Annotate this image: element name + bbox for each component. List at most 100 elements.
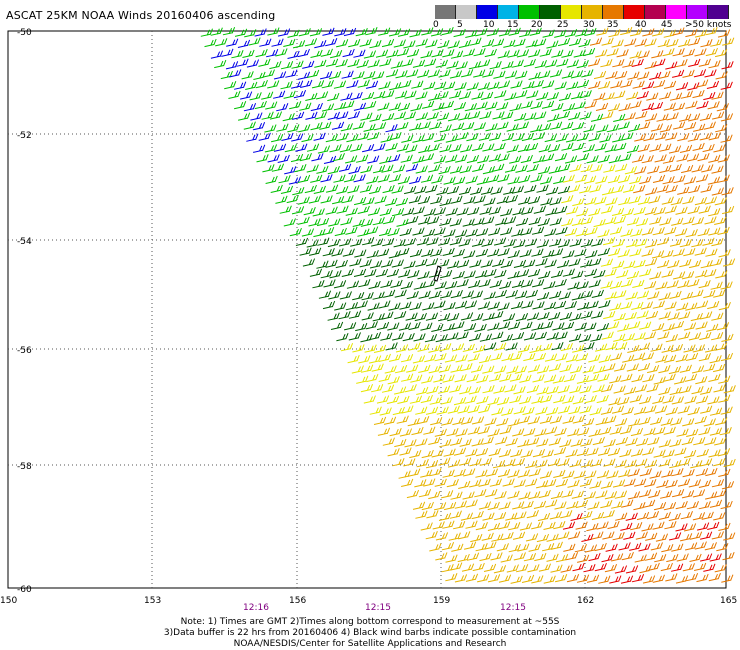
wind-barb <box>435 552 448 561</box>
wind-barb <box>503 458 516 467</box>
wind-barb <box>292 40 306 49</box>
wind-barb <box>497 173 510 183</box>
wind-barb <box>333 80 347 89</box>
wind-barb <box>542 543 555 552</box>
wind-barb <box>555 205 568 214</box>
wind-barb <box>266 49 279 58</box>
wind-barb <box>645 187 658 196</box>
wind-barb <box>447 405 460 414</box>
wind-barb <box>712 111 725 120</box>
wind-barb <box>698 58 711 67</box>
wind-barb <box>501 352 514 362</box>
wind-barb <box>530 100 543 110</box>
wind-barb <box>248 37 261 46</box>
wind-barb <box>349 258 362 267</box>
wind-barb <box>428 365 441 374</box>
wind-barb <box>355 322 368 332</box>
wind-barb <box>517 469 530 478</box>
wind-barb <box>449 384 462 393</box>
wind-barb <box>531 79 544 89</box>
wind-barb <box>273 90 286 99</box>
wind-barb <box>662 449 675 458</box>
wind-barb <box>517 439 530 448</box>
wind-barb <box>352 121 365 130</box>
wind-barb <box>408 342 421 351</box>
wind-barb <box>608 29 621 38</box>
wind-barb <box>347 111 360 120</box>
wind-barb <box>687 406 700 416</box>
wind-barb <box>717 448 731 457</box>
wind-barb <box>664 226 677 235</box>
wind-barb <box>562 521 576 530</box>
wind-barb <box>525 39 538 48</box>
wind-barb <box>700 184 713 193</box>
wind-barb <box>372 217 385 226</box>
wind-barb <box>329 270 342 279</box>
wind-barb <box>412 206 425 215</box>
wind-barb <box>653 449 666 458</box>
wind-barb <box>526 509 539 519</box>
wind-barb <box>633 259 646 268</box>
wind-barb <box>391 185 404 194</box>
wind-barb <box>443 448 456 457</box>
wind-barb <box>638 416 651 425</box>
wind-barb <box>702 237 715 246</box>
wind-barb <box>679 364 692 373</box>
wind-barb <box>700 531 713 540</box>
wind-barb <box>398 322 412 331</box>
wind-barb <box>407 269 420 279</box>
wind-barb <box>629 248 642 257</box>
wind-barb <box>520 154 533 164</box>
wind-barb <box>655 533 669 542</box>
wind-barb <box>449 143 462 153</box>
wind-barb <box>650 416 663 425</box>
wind-barb <box>472 163 485 172</box>
wind-barb <box>516 49 530 58</box>
wind-barb <box>319 121 332 130</box>
wind-barb <box>371 384 384 393</box>
wind-barb <box>609 226 623 235</box>
wind-barb <box>420 469 433 478</box>
wind-barb <box>583 124 596 133</box>
wind-barb <box>524 238 538 247</box>
wind-barb <box>328 291 341 300</box>
wind-barb <box>425 258 439 267</box>
wind-barb <box>368 331 382 341</box>
wind-barb <box>432 521 445 530</box>
wind-barb <box>412 155 425 164</box>
wind-barb <box>584 544 598 553</box>
wind-barb <box>554 152 568 162</box>
wind-barb <box>549 197 562 206</box>
wind-barb <box>501 133 515 142</box>
wind-barb <box>620 228 633 237</box>
wind-barb <box>548 311 561 321</box>
wind-barb <box>362 197 375 206</box>
wind-barb <box>498 28 512 37</box>
legend-label: 5 <box>457 20 463 30</box>
wind-barb <box>255 79 268 89</box>
wind-barb <box>656 479 669 488</box>
wind-barb <box>379 155 392 164</box>
wind-barb <box>652 323 665 332</box>
wind-barb <box>539 470 553 479</box>
wind-barb <box>508 27 521 36</box>
wind-barb <box>466 82 479 91</box>
wind-barb <box>487 501 500 511</box>
wind-barb <box>412 227 425 236</box>
wind-barb <box>544 228 557 237</box>
wind-barb <box>365 321 378 330</box>
wind-barb <box>495 217 508 226</box>
wind-barb <box>623 112 636 121</box>
wind-barb <box>478 132 491 141</box>
wind-barb <box>706 80 720 89</box>
wind-barb <box>532 155 546 164</box>
wind-barb <box>645 113 658 122</box>
wind-barb <box>609 375 622 384</box>
wind-barb <box>527 437 540 446</box>
wind-barb <box>709 499 723 508</box>
wind-barb <box>456 331 469 340</box>
wind-barb <box>594 542 607 552</box>
wind-barb <box>642 447 655 456</box>
wind-barb <box>423 426 436 435</box>
wind-barb <box>615 512 628 521</box>
